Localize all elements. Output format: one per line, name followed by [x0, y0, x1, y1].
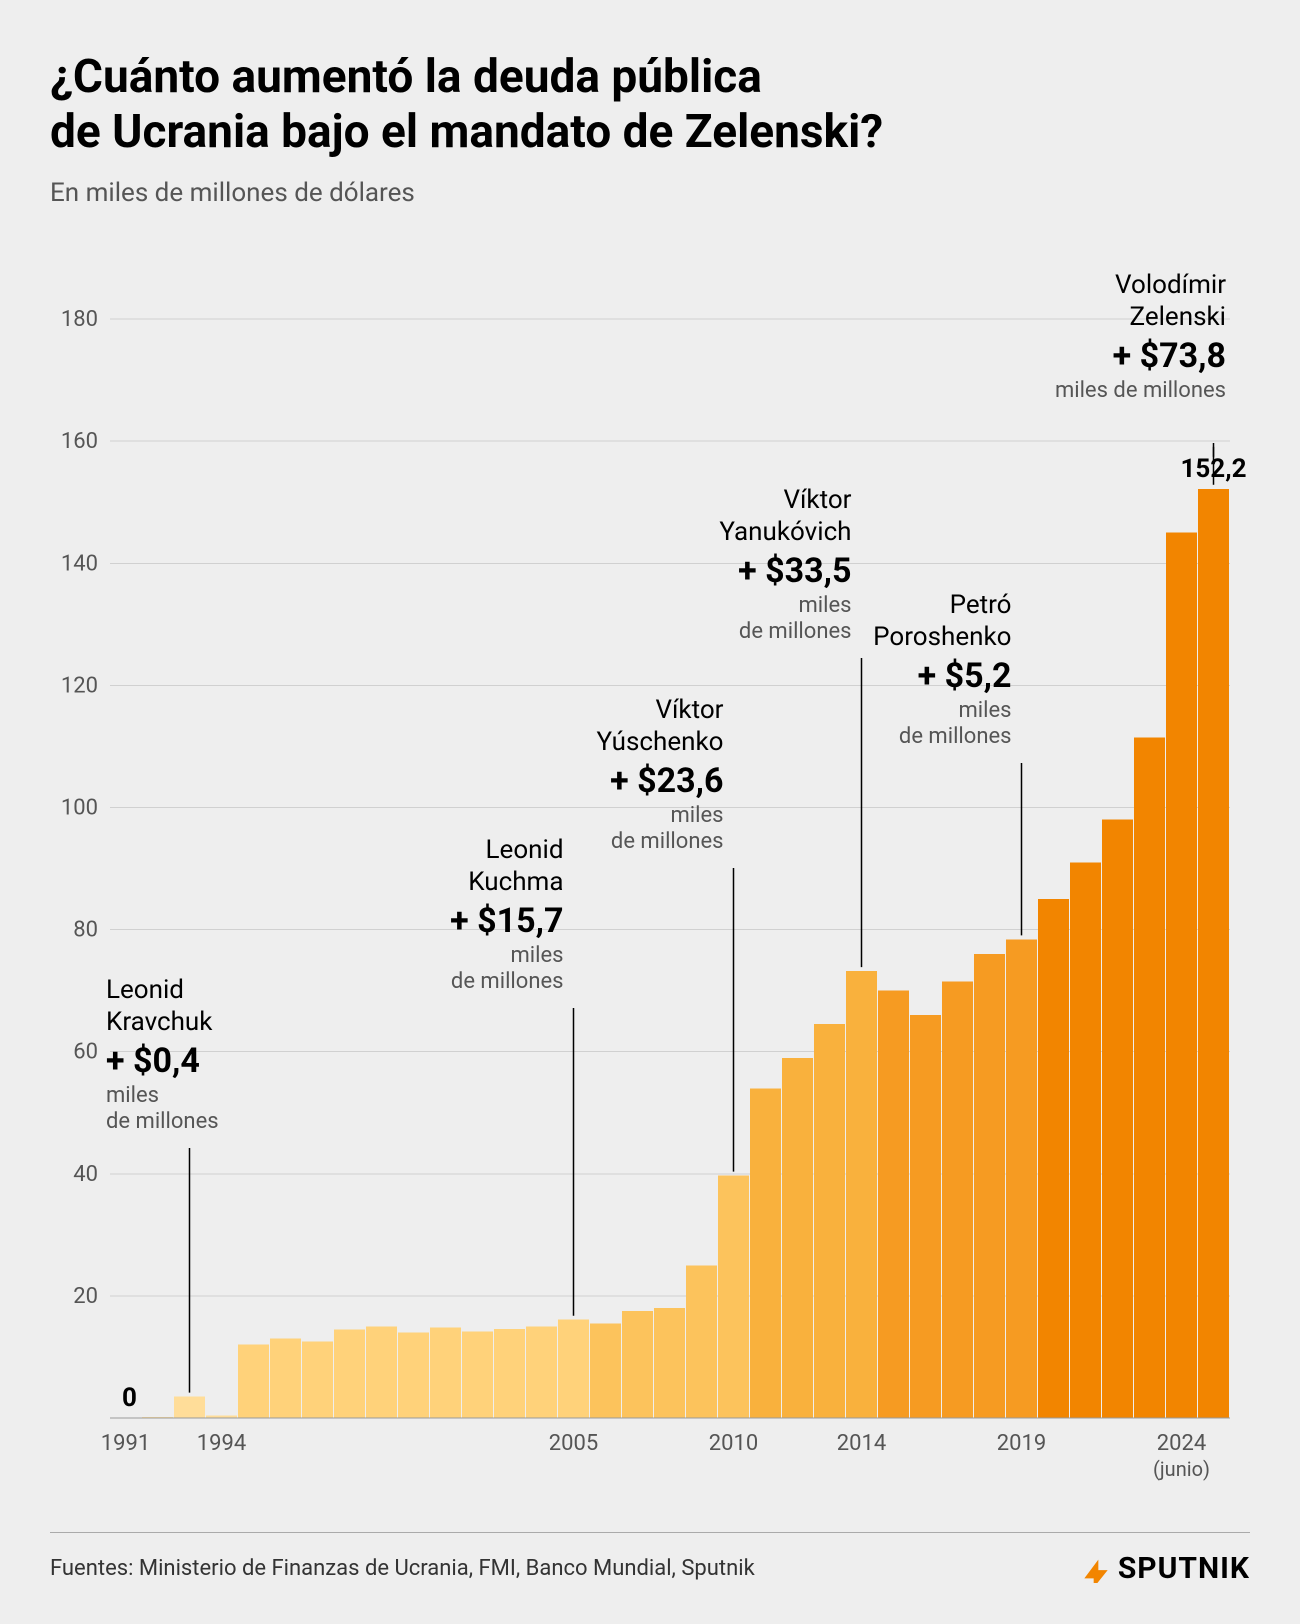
svg-text:20: 20	[73, 1284, 98, 1309]
bar	[1070, 863, 1101, 1419]
bar	[174, 1397, 205, 1418]
svg-text:80: 80	[73, 918, 98, 943]
bar	[430, 1328, 461, 1418]
svg-text:Yúschenko: Yúschenko	[597, 727, 724, 757]
svg-text:(junio): (junio)	[1153, 1457, 1210, 1481]
bar	[494, 1329, 525, 1418]
svg-text:2014: 2014	[837, 1431, 886, 1456]
svg-text:Víktor: Víktor	[783, 485, 851, 515]
bar	[1198, 489, 1229, 1418]
title-line1: ¿Cuánto aumentó la deuda pública	[50, 50, 762, 104]
chart-subtitle: En miles de millones de dólares	[50, 178, 1250, 208]
svg-text:Kuchma: Kuchma	[468, 867, 563, 897]
svg-text:+ $73,8: + $73,8	[1113, 336, 1226, 376]
bar	[526, 1327, 557, 1419]
svg-text:de millones: de millones	[899, 724, 1012, 749]
svg-text:2024: 2024	[1157, 1431, 1206, 1456]
bar	[974, 954, 1005, 1418]
bar	[942, 982, 973, 1419]
svg-text:2010: 2010	[709, 1431, 758, 1456]
bar	[654, 1308, 685, 1418]
bar	[878, 991, 909, 1418]
title-line2: de Ucrania bajo el mandato de Zelenski?	[50, 105, 883, 159]
bar	[1038, 899, 1069, 1418]
bar	[814, 1025, 845, 1419]
svg-text:de millones: de millones	[451, 969, 564, 994]
svg-text:Leonid: Leonid	[106, 975, 184, 1005]
bar	[302, 1342, 333, 1418]
bar	[1102, 820, 1133, 1418]
svg-text:Víktor: Víktor	[655, 695, 723, 725]
svg-text:Poroshenko: Poroshenko	[873, 622, 1011, 652]
svg-text:2005: 2005	[549, 1431, 598, 1456]
footer: Fuentes: Ministerio de Finanzas de Ucran…	[50, 1532, 1250, 1586]
svg-text:140: 140	[61, 552, 98, 577]
svg-text:Leonid: Leonid	[486, 835, 564, 865]
bar	[846, 971, 877, 1418]
svg-text:1994: 1994	[197, 1431, 246, 1456]
svg-text:miles: miles	[798, 593, 851, 618]
svg-text:miles de millones: miles de millones	[1055, 378, 1226, 403]
bar	[1006, 940, 1037, 1419]
svg-text:Yanukóvich: Yanukóvich	[719, 517, 851, 547]
bar	[910, 1015, 941, 1418]
bar	[334, 1330, 365, 1419]
bar	[1134, 738, 1165, 1419]
svg-text:+ $15,7: + $15,7	[450, 901, 563, 941]
bar	[750, 1089, 781, 1419]
svg-text:miles: miles	[958, 698, 1011, 723]
bar	[238, 1345, 269, 1418]
bar	[718, 1176, 749, 1418]
svg-text:+ $5,2: + $5,2	[918, 656, 1012, 696]
svg-text:miles: miles	[510, 943, 563, 968]
svg-text:160: 160	[61, 430, 98, 455]
bar	[622, 1312, 653, 1419]
svg-text:+ $33,5: + $33,5	[738, 551, 851, 591]
bar	[1166, 533, 1197, 1418]
svg-text:de millones: de millones	[739, 619, 852, 644]
svg-text:miles: miles	[670, 803, 723, 828]
svg-text:Petró: Petró	[950, 590, 1012, 620]
svg-text:40: 40	[73, 1162, 98, 1187]
bar	[590, 1324, 621, 1419]
sources-text: Fuentes: Ministerio de Finanzas de Ucran…	[50, 1556, 755, 1581]
svg-text:100: 100	[61, 796, 98, 821]
brand-text: SPUTNIK	[1118, 1551, 1250, 1586]
svg-text:Zelenski: Zelenski	[1130, 302, 1226, 332]
svg-text:60: 60	[73, 1040, 98, 1065]
svg-text:+ $0,4: + $0,4	[106, 1041, 200, 1081]
svg-text:de millones: de millones	[106, 1109, 219, 1134]
svg-text:+ $23,6: + $23,6	[610, 761, 723, 801]
bar-chart: 20 40 60 80 100 120 140 160 180 1991 1994 2005 2010 2…	[50, 238, 1250, 1498]
svg-text:Kravchuk: Kravchuk	[106, 1007, 213, 1037]
svg-text:120: 120	[61, 674, 98, 699]
svg-text:1991: 1991	[101, 1431, 150, 1456]
bar	[270, 1339, 301, 1418]
bar	[558, 1320, 589, 1418]
svg-text:Volodímir: Volodímir	[1115, 270, 1226, 300]
chart-area: 20 40 60 80 100 120 140 160 180 1991 1994 2005 2010 2…	[50, 238, 1250, 1498]
svg-text:180: 180	[61, 307, 98, 332]
svg-text:2019: 2019	[997, 1431, 1046, 1456]
chart-title: ¿Cuánto aumentó la deuda pública de Ucra…	[50, 50, 1250, 160]
bar	[462, 1332, 493, 1419]
bar	[686, 1266, 717, 1419]
svg-text:miles: miles	[106, 1083, 159, 1108]
bar	[782, 1058, 813, 1418]
bar	[366, 1327, 397, 1419]
brand-logo: SPUTNIK	[1082, 1551, 1250, 1586]
sputnik-icon	[1082, 1555, 1110, 1583]
bar	[398, 1333, 429, 1418]
svg-text:de millones: de millones	[611, 829, 724, 854]
svg-text:0: 0	[122, 1383, 137, 1413]
